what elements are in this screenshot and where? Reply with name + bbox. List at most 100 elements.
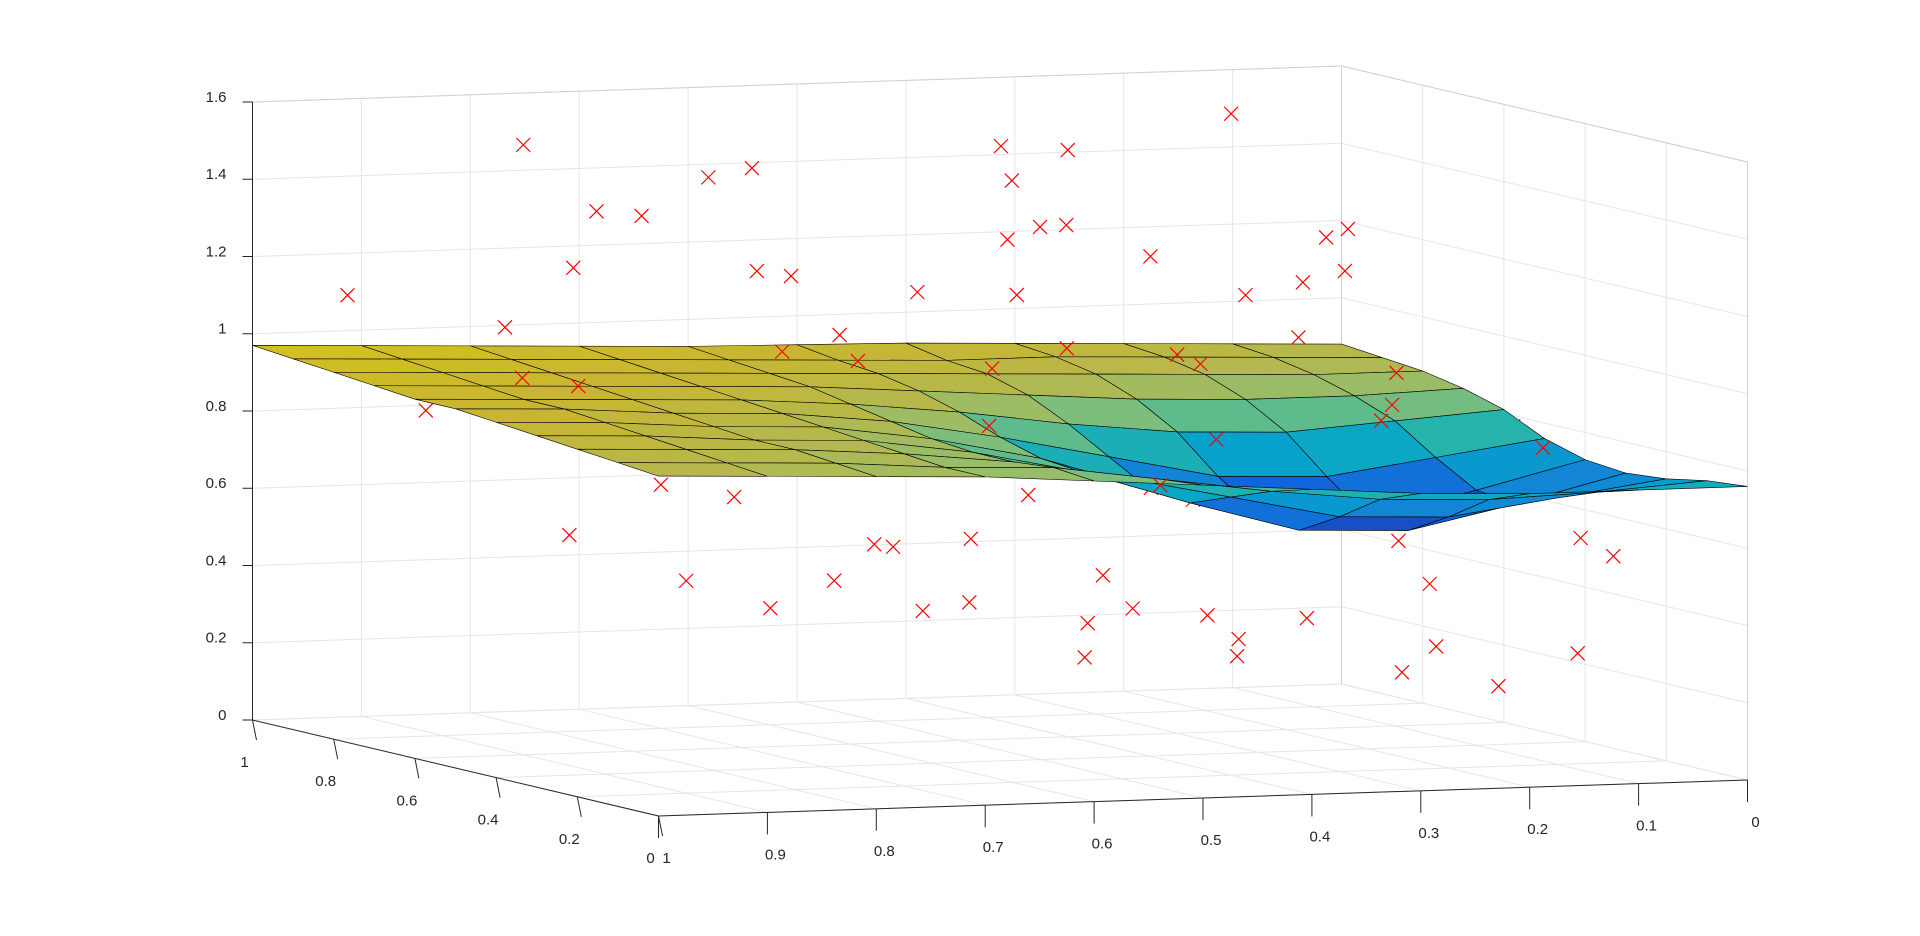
y-tick	[576, 796, 582, 817]
x-tick-label: 0.3	[1418, 825, 1439, 842]
grid-line	[252, 606, 1342, 644]
grid-line	[1232, 687, 1639, 785]
z-tick-label: 1	[218, 321, 226, 338]
scatter-point	[774, 344, 790, 360]
scatter-point	[1020, 487, 1036, 503]
scatter-point	[1080, 615, 1096, 631]
scatter-point	[1373, 413, 1389, 429]
scatter-point	[1208, 431, 1224, 447]
y-tick	[333, 739, 339, 760]
y-tick	[495, 777, 501, 798]
scatter-point	[826, 573, 842, 589]
grid-line	[1123, 690, 1530, 788]
scatter-point	[783, 268, 799, 284]
scatter-point	[1009, 287, 1025, 303]
grid-line	[579, 708, 986, 806]
grid-line	[252, 297, 1342, 335]
scatter-point	[1384, 397, 1400, 413]
z-tick-label: 0	[218, 707, 226, 724]
x-tick-label: 0.7	[983, 839, 1004, 856]
grid-line	[1341, 529, 1748, 626]
grid-line	[496, 741, 1586, 779]
scatter-point	[762, 600, 778, 616]
grid-line	[470, 712, 877, 810]
scatter-point	[1391, 533, 1406, 549]
x-tick-label: 1	[662, 850, 670, 867]
scatter-point	[1605, 548, 1621, 564]
scatter-point	[1491, 678, 1506, 694]
scatter-point	[981, 418, 997, 434]
scatter-point	[1200, 607, 1215, 623]
scatter-point	[514, 370, 530, 386]
scatter-point	[984, 361, 1000, 376]
scatter-point	[589, 203, 604, 219]
scatter-point	[1077, 649, 1093, 665]
scatter-point	[561, 527, 577, 543]
scatter-point	[850, 353, 866, 369]
x-tick-label: 0.5	[1201, 832, 1222, 849]
scatter-point	[915, 603, 931, 619]
x-tick-label: 0.1	[1636, 818, 1657, 835]
scatter-point	[726, 489, 742, 505]
z-tick-label: 1.4	[206, 166, 227, 183]
y-tick-label: 0.6	[396, 792, 417, 809]
scatter-point	[1422, 576, 1438, 592]
grid-line	[333, 702, 1423, 740]
x-tick-label: 0.9	[765, 846, 786, 863]
scatter-point	[1389, 365, 1404, 381]
grid-line	[252, 142, 1342, 180]
scatter-point	[565, 260, 581, 276]
grid-line	[1341, 297, 1748, 395]
grid-line	[1014, 694, 1421, 792]
scatter-point	[1428, 638, 1444, 654]
x-tick-label: 0.8	[874, 843, 895, 860]
scatter-point	[1059, 340, 1075, 356]
scatter-point	[1095, 567, 1111, 583]
scatter-point	[1032, 219, 1048, 235]
scatter-point	[866, 536, 882, 552]
grid-line	[577, 760, 1667, 798]
grid-line	[414, 721, 1504, 759]
scatter-point	[1570, 645, 1586, 661]
z-tick-label: 0.2	[206, 630, 227, 647]
y-tick-label: 1	[240, 754, 248, 771]
surface-patch	[617, 462, 768, 477]
scatter-point	[1295, 274, 1311, 290]
scatter-point	[1573, 530, 1589, 546]
y-tick-label: 0.8	[315, 773, 336, 790]
scatter-point	[832, 327, 848, 343]
scatter-point	[963, 531, 979, 547]
scatter-point	[1291, 330, 1306, 345]
scatter-point	[1535, 440, 1551, 456]
grid-line	[361, 715, 768, 813]
scatter-point	[1143, 249, 1158, 264]
scatter-point	[885, 539, 901, 555]
scatter-point	[1238, 287, 1253, 303]
scatter-point	[1004, 173, 1020, 188]
scatter-point	[1193, 356, 1208, 372]
scatter-point	[1231, 631, 1247, 647]
grid-line	[796, 701, 1204, 799]
scatter-point	[515, 137, 531, 153]
scatter-point	[1299, 610, 1315, 626]
z-tick-label: 0.8	[206, 398, 227, 415]
x-tick-label: 0.6	[1092, 836, 1113, 853]
grid-line	[687, 705, 1095, 803]
scatter-point	[999, 232, 1015, 248]
x-tick-label: 0.4	[1309, 828, 1330, 845]
scatter-point	[340, 287, 355, 303]
scatter-point	[1340, 221, 1356, 237]
scatter-point	[1152, 477, 1168, 493]
scatter-point	[1060, 142, 1076, 158]
grid-line	[252, 683, 1342, 721]
y-tick-label: 0.2	[559, 831, 580, 848]
grid-line	[905, 697, 1313, 795]
y-tick-label: 0.4	[478, 812, 499, 829]
y-tick-label: 0	[646, 850, 654, 867]
scatter-point	[1223, 106, 1239, 122]
scatter-point	[497, 319, 513, 335]
scatter-point	[653, 477, 669, 493]
x-tick-label: 0	[1751, 814, 1759, 831]
box-edge	[1341, 65, 1748, 163]
